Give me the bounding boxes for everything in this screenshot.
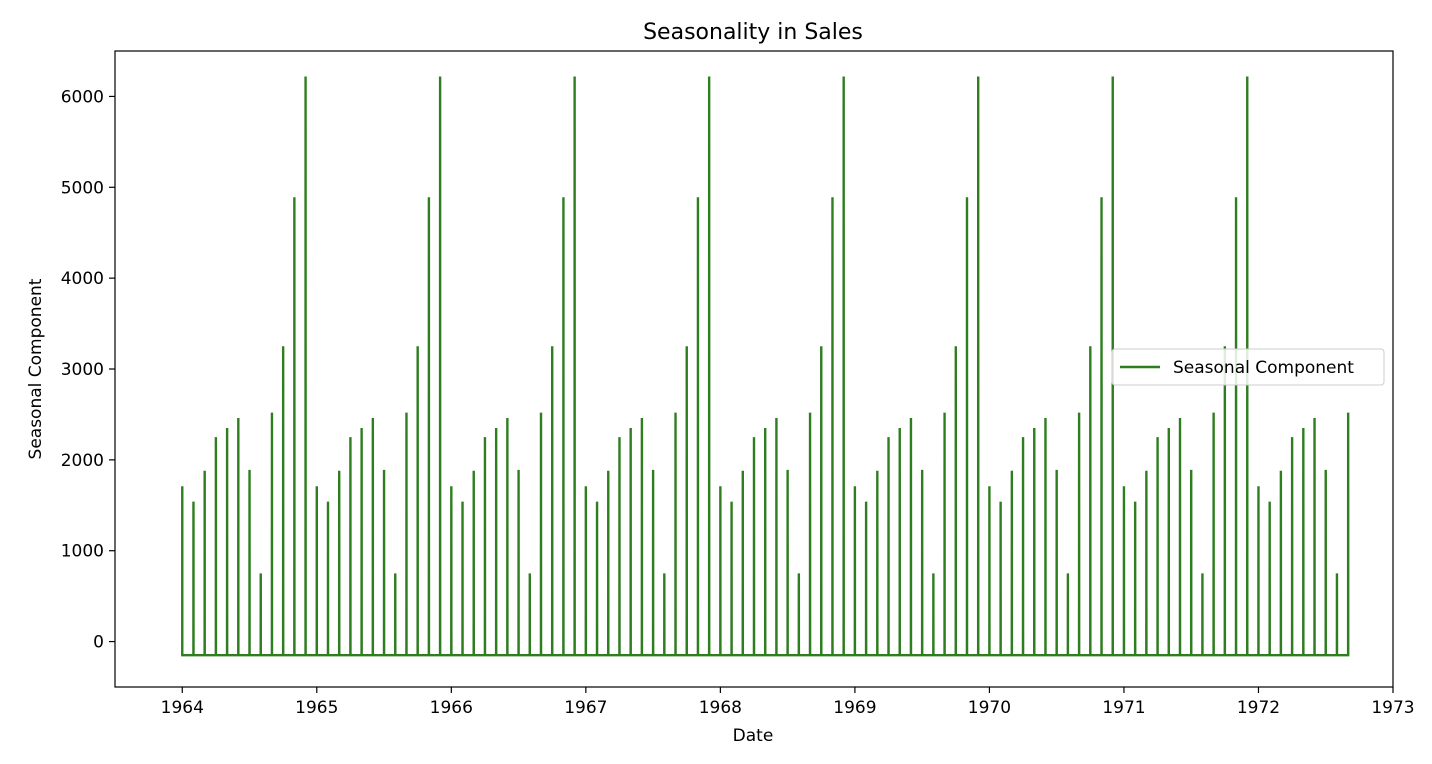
x-tick-label: 1966	[430, 698, 473, 718]
x-tick-label: 1972	[1237, 698, 1280, 718]
legend-box	[1111, 348, 1385, 386]
y-tick-label: 6000	[61, 87, 104, 107]
legend-entry-seasonal-component: Seasonal Component	[1173, 358, 1354, 378]
x-tick-label: 1970	[968, 698, 1011, 718]
y-tick-label: 5000	[61, 178, 104, 198]
chart-title: Seasonality in Sales	[643, 20, 863, 45]
y-tick-label: 2000	[61, 451, 104, 471]
y-tick-label: 0	[93, 633, 104, 653]
x-axis-ticks: 1964 1965 1966 1967 1968 1969 1970 1971 1972 1973	[161, 687, 1415, 718]
y-tick-label: 4000	[61, 269, 104, 289]
y-axis-ticks: 0 1000 2000 3000 4000 5000 6000	[61, 87, 115, 653]
x-tick-label: 1968	[699, 698, 742, 718]
x-tick-label: 1965	[295, 698, 338, 718]
x-tick-label: 1973	[1371, 698, 1414, 718]
y-axis-label: Seasonal Component	[26, 278, 46, 459]
series-layer	[181, 76, 1350, 657]
x-tick-label: 1967	[564, 698, 607, 718]
x-axis-label: Date	[733, 726, 774, 746]
y-tick-label: 3000	[61, 360, 104, 380]
plot-frame	[114, 50, 1394, 688]
series-line-seasonal-component	[181, 76, 1350, 657]
y-tick-label: 1000	[61, 542, 104, 562]
x-tick-label: 1964	[161, 698, 204, 718]
x-tick-label: 1971	[1102, 698, 1145, 718]
legend: Seasonal Component	[1111, 348, 1385, 386]
x-tick-label: 1969	[833, 698, 876, 718]
